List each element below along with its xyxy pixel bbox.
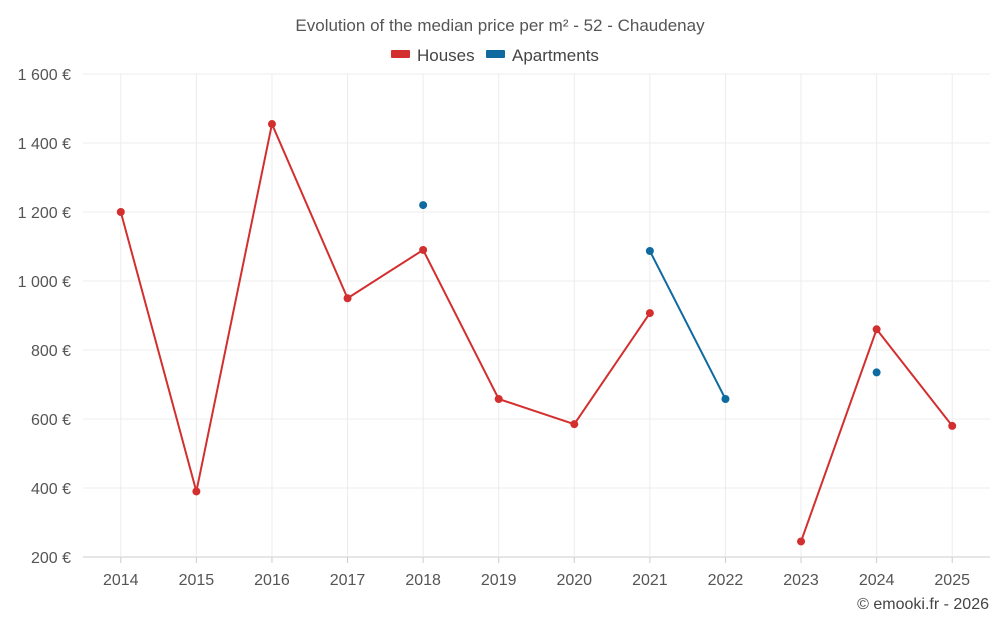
data-point-houses-2014[interactable] bbox=[116, 208, 125, 216]
y-axis: 200 € 400 € 600 € 800 € 1 000 € 1 200 € 1 400 … bbox=[18, 67, 71, 567]
x-tick-label: 2023 bbox=[783, 572, 819, 589]
x-axis: 2014 2015 2016 2017 2018 2019 2020 2021 2022 2023… bbox=[103, 572, 970, 589]
data-point-apartments-2018[interactable] bbox=[419, 201, 428, 210]
chart-title: Evolution of the median price per m² - 5… bbox=[295, 16, 705, 35]
x-tick-label: 2016 bbox=[254, 572, 290, 589]
y-tick-label: 1 000 € bbox=[18, 274, 71, 291]
x-tick-label: 2024 bbox=[859, 572, 895, 589]
data-point-houses-2017[interactable] bbox=[343, 294, 352, 303]
data-point-houses-2021[interactable] bbox=[645, 309, 654, 318]
data-point-houses-2019[interactable] bbox=[494, 394, 503, 403]
data-point-houses-2018[interactable] bbox=[419, 245, 428, 254]
series-line-houses bbox=[119, 123, 651, 493]
data-point-houses-2016[interactable] bbox=[267, 120, 276, 129]
legend-swatch-houses bbox=[391, 50, 410, 58]
x-tick-label: 2014 bbox=[103, 572, 139, 589]
data-point-houses-2024[interactable] bbox=[872, 325, 881, 334]
data-point-apartments-2024[interactable] bbox=[872, 368, 881, 377]
legend-item-houses[interactable]: Houses bbox=[391, 46, 475, 65]
series-lines bbox=[119, 123, 953, 542]
legend-swatch-apartments bbox=[486, 50, 505, 58]
x-tick-label: 2017 bbox=[330, 572, 366, 589]
data-point-apartments-2022[interactable] bbox=[721, 394, 730, 403]
x-tick-label: 2025 bbox=[934, 572, 970, 589]
y-tick-label: 400 € bbox=[31, 481, 71, 498]
legend-label-houses: Houses bbox=[417, 46, 475, 65]
data-point-apartments-2021[interactable] bbox=[645, 246, 654, 255]
data-point-houses-2023[interactable] bbox=[797, 537, 806, 546]
data-point-houses-2015[interactable] bbox=[192, 487, 201, 496]
y-tick-label: 1 200 € bbox=[18, 205, 71, 222]
x-tick-label: 2015 bbox=[179, 572, 215, 589]
x-tick-label: 2021 bbox=[632, 572, 668, 589]
series-points bbox=[116, 120, 957, 546]
y-tick-label: 200 € bbox=[31, 550, 71, 567]
y-tick-label: 800 € bbox=[31, 343, 71, 360]
data-point-houses-2025[interactable] bbox=[948, 421, 957, 430]
y-tick-label: 600 € bbox=[31, 412, 71, 429]
series-line-apartments bbox=[648, 250, 727, 400]
legend-label-apartments: Apartments bbox=[512, 46, 599, 65]
legend: Houses Apartments bbox=[391, 46, 599, 65]
x-tick-label: 2022 bbox=[708, 572, 744, 589]
grid bbox=[83, 73, 990, 563]
y-tick-label: 1 400 € bbox=[18, 136, 71, 153]
data-point-houses-2020[interactable] bbox=[570, 420, 579, 429]
x-tick-label: 2019 bbox=[481, 572, 517, 589]
legend-item-apartments[interactable]: Apartments bbox=[486, 46, 599, 65]
credit: © emooki.fr - 2026 bbox=[857, 596, 989, 613]
x-tick-label: 2020 bbox=[556, 572, 592, 589]
x-tick-label: 2018 bbox=[405, 572, 441, 589]
y-tick-label: 1 600 € bbox=[18, 67, 71, 84]
